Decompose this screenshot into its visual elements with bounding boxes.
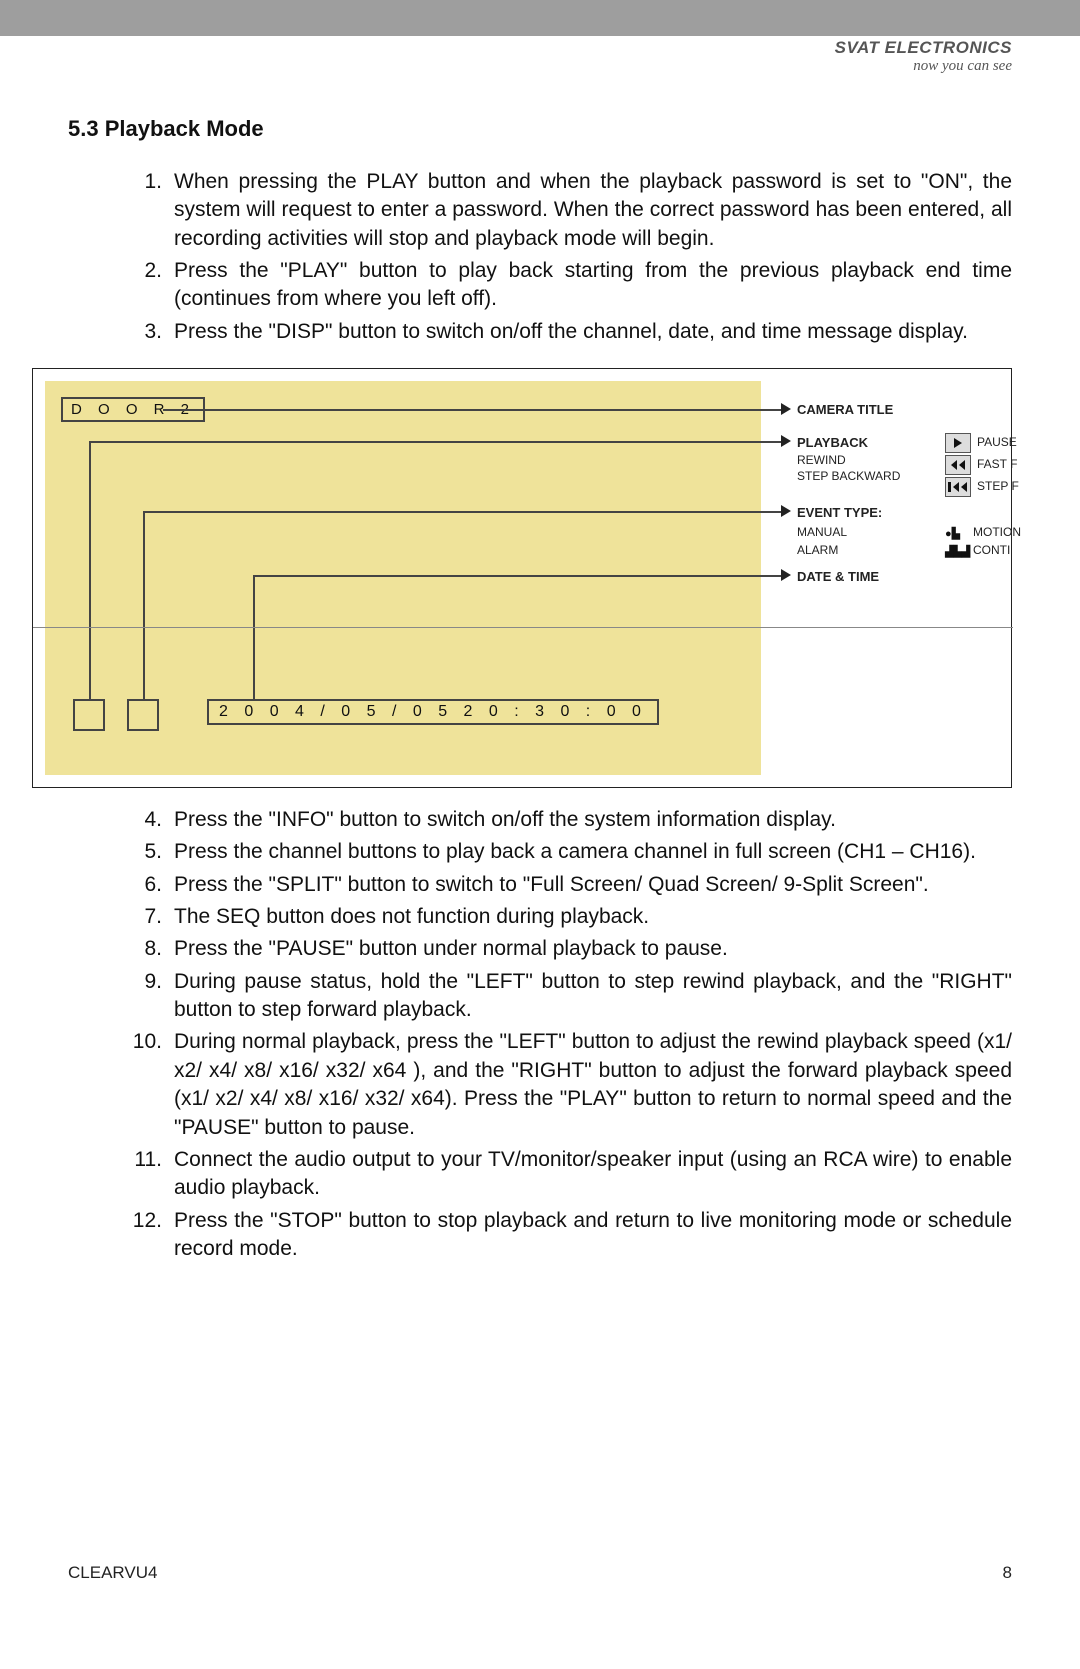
arrow-head-icon — [781, 505, 791, 517]
connector-v2 — [143, 511, 145, 699]
list-item: Press the channel buttons to play back a… — [118, 838, 1012, 866]
connector-v3 — [253, 575, 255, 699]
connector-h1 — [89, 441, 783, 443]
label-conti: CONTI — [973, 543, 1010, 557]
arrow-line-camera-title — [163, 409, 783, 411]
label-pause: PAUSE — [977, 435, 1017, 449]
connector-v1 — [89, 441, 91, 699]
connector-h2 — [143, 511, 783, 513]
section-title: 5.3 Playback Mode — [68, 116, 1012, 142]
footer: CLEARVU4 8 — [0, 1563, 1080, 1623]
mid-separator-line — [33, 627, 1013, 628]
play-icon — [945, 433, 971, 453]
ordered-list-bottom: Press the "INFO" button to switch on/off… — [118, 806, 1012, 1263]
label-event-type: EVENT TYPE: — [797, 505, 882, 520]
label-motion: MOTION — [973, 525, 1021, 539]
rewind-icon — [945, 455, 971, 475]
connector-h3 — [253, 575, 783, 577]
diagram-container: D O O R 2 2 0 0 4 / 0 5 / 0 5 2 0 : 3 0 … — [32, 368, 1012, 788]
top-gray-bar — [0, 0, 1080, 36]
list-item: When pressing the PLAY button and when t… — [118, 168, 1012, 253]
status-box-2 — [127, 699, 159, 731]
ordered-list-top: When pressing the PLAY button and when t… — [118, 168, 1012, 346]
label-rewind: REWIND — [797, 453, 846, 467]
conti-icon: ▟▙▟ — [945, 545, 970, 558]
timestamp-box: 2 0 0 4 / 0 5 / 0 5 2 0 : 3 0 : 0 0 — [207, 699, 659, 725]
playback-diagram: D O O R 2 2 0 0 4 / 0 5 / 0 5 2 0 : 3 0 … — [32, 368, 1012, 788]
header: SVAT ELECTRONICS now you can see — [0, 36, 1080, 70]
label-stepf: STEP F — [977, 479, 1019, 493]
list-item: Press the "STOP" button to stop playback… — [118, 1207, 1012, 1264]
step-back-icon — [945, 477, 971, 497]
label-step-backward: STEP BACKWARD — [797, 469, 900, 483]
list-item: Press the "SPLIT" button to switch to "F… — [118, 871, 1012, 899]
label-alarm: ALARM — [797, 543, 838, 557]
list-item: Press the "DISP" button to switch on/off… — [118, 318, 1012, 346]
list-item: Press the "PAUSE" button under normal pl… — [118, 935, 1012, 963]
label-camera-title: CAMERA TITLE — [797, 402, 893, 417]
page: SVAT ELECTRONICS now you can see 5.3 Pla… — [0, 0, 1080, 1623]
content: 5.3 Playback Mode When pressing the PLAY… — [0, 70, 1080, 1263]
label-playback: PLAYBACK — [797, 435, 868, 450]
tagline-text: now you can see — [913, 58, 1012, 75]
arrow-head-icon — [781, 435, 791, 447]
label-fast: FAST F — [977, 457, 1017, 471]
list-item: Connect the audio output to your TV/moni… — [118, 1146, 1012, 1203]
label-datetime: DATE & TIME — [797, 569, 879, 584]
label-manual: MANUAL — [797, 525, 847, 539]
arrow-head-icon — [781, 569, 791, 581]
motion-icon: ●▙ — [945, 527, 960, 540]
list-item: Press the "PLAY" button to play back sta… — [118, 257, 1012, 314]
list-item: During normal playback, press the "LEFT"… — [118, 1028, 1012, 1141]
list-item: During pause status, hold the "LEFT" but… — [118, 968, 1012, 1025]
brand-text: SVAT ELECTRONICS — [835, 38, 1012, 58]
list-item: The SEQ button does not function during … — [118, 903, 1012, 931]
arrow-head-icon — [781, 403, 791, 415]
list-item: Press the "INFO" button to switch on/off… — [118, 806, 1012, 834]
footer-model: CLEARVU4 — [68, 1563, 157, 1583]
status-box-1 — [73, 699, 105, 731]
footer-page: 8 — [1003, 1563, 1012, 1583]
